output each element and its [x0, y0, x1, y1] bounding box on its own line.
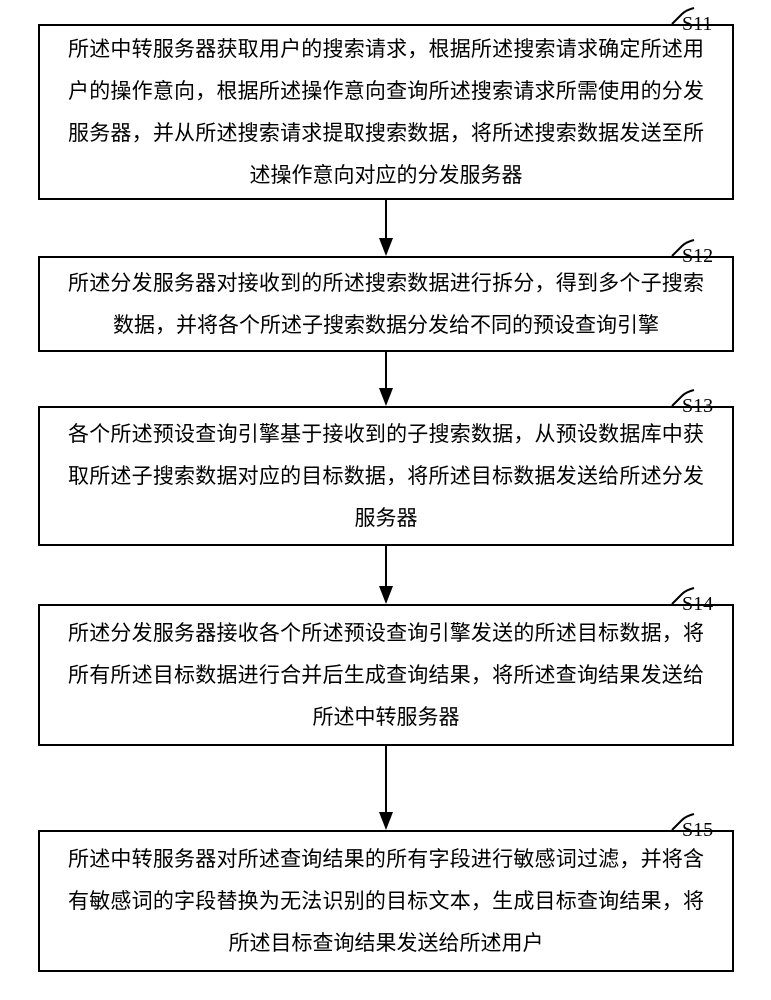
arrow-2: [376, 352, 396, 406]
flow-step-S14: 所述分发服务器接收各个所述预设查询引擎发送的所述目标数据，将所有所述目标数据进行…: [38, 604, 734, 746]
arrow-4: [376, 746, 396, 830]
arrow-1: [376, 200, 396, 256]
step-text: 所述中转服务器对所述查询结果的所有字段进行敏感词过滤，并将含有敏感词的字段替换为…: [68, 838, 704, 964]
flow-step-S15: 所述中转服务器对所述查询结果的所有字段进行敏感词过滤，并将含有敏感词的字段替换为…: [38, 830, 734, 972]
step-text: 所述分发服务器接收各个所述预设查询引擎发送的所述目标数据，将所有所述目标数据进行…: [68, 612, 704, 738]
arrow-3: [376, 546, 396, 604]
step-text: 各个所述预设查询引擎基于接收到的子搜索数据，从预设数据库中获取所述子搜索数据对应…: [68, 413, 704, 539]
step-text: 所述分发服务器对接收到的所述搜索数据进行拆分，得到多个子搜索数据，并将各个所述子…: [68, 262, 704, 346]
tick-S15: [672, 814, 700, 832]
step-text: 所述中转服务器获取用户的搜索请求，根据所述搜索请求确定所述用户的操作意向，根据所…: [68, 28, 704, 196]
flow-step-S11: 所述中转服务器获取用户的搜索请求，根据所述搜索请求确定所述用户的操作意向，根据所…: [38, 24, 734, 200]
flow-step-S13: 各个所述预设查询引擎基于接收到的子搜索数据，从预设数据库中获取所述子搜索数据对应…: [38, 406, 734, 546]
tick-S13: [672, 390, 700, 408]
flow-step-S12: 所述分发服务器对接收到的所述搜索数据进行拆分，得到多个子搜索数据，并将各个所述子…: [38, 256, 734, 352]
tick-S14: [672, 588, 700, 606]
tick-S11: [672, 8, 700, 26]
tick-S12: [672, 240, 700, 258]
